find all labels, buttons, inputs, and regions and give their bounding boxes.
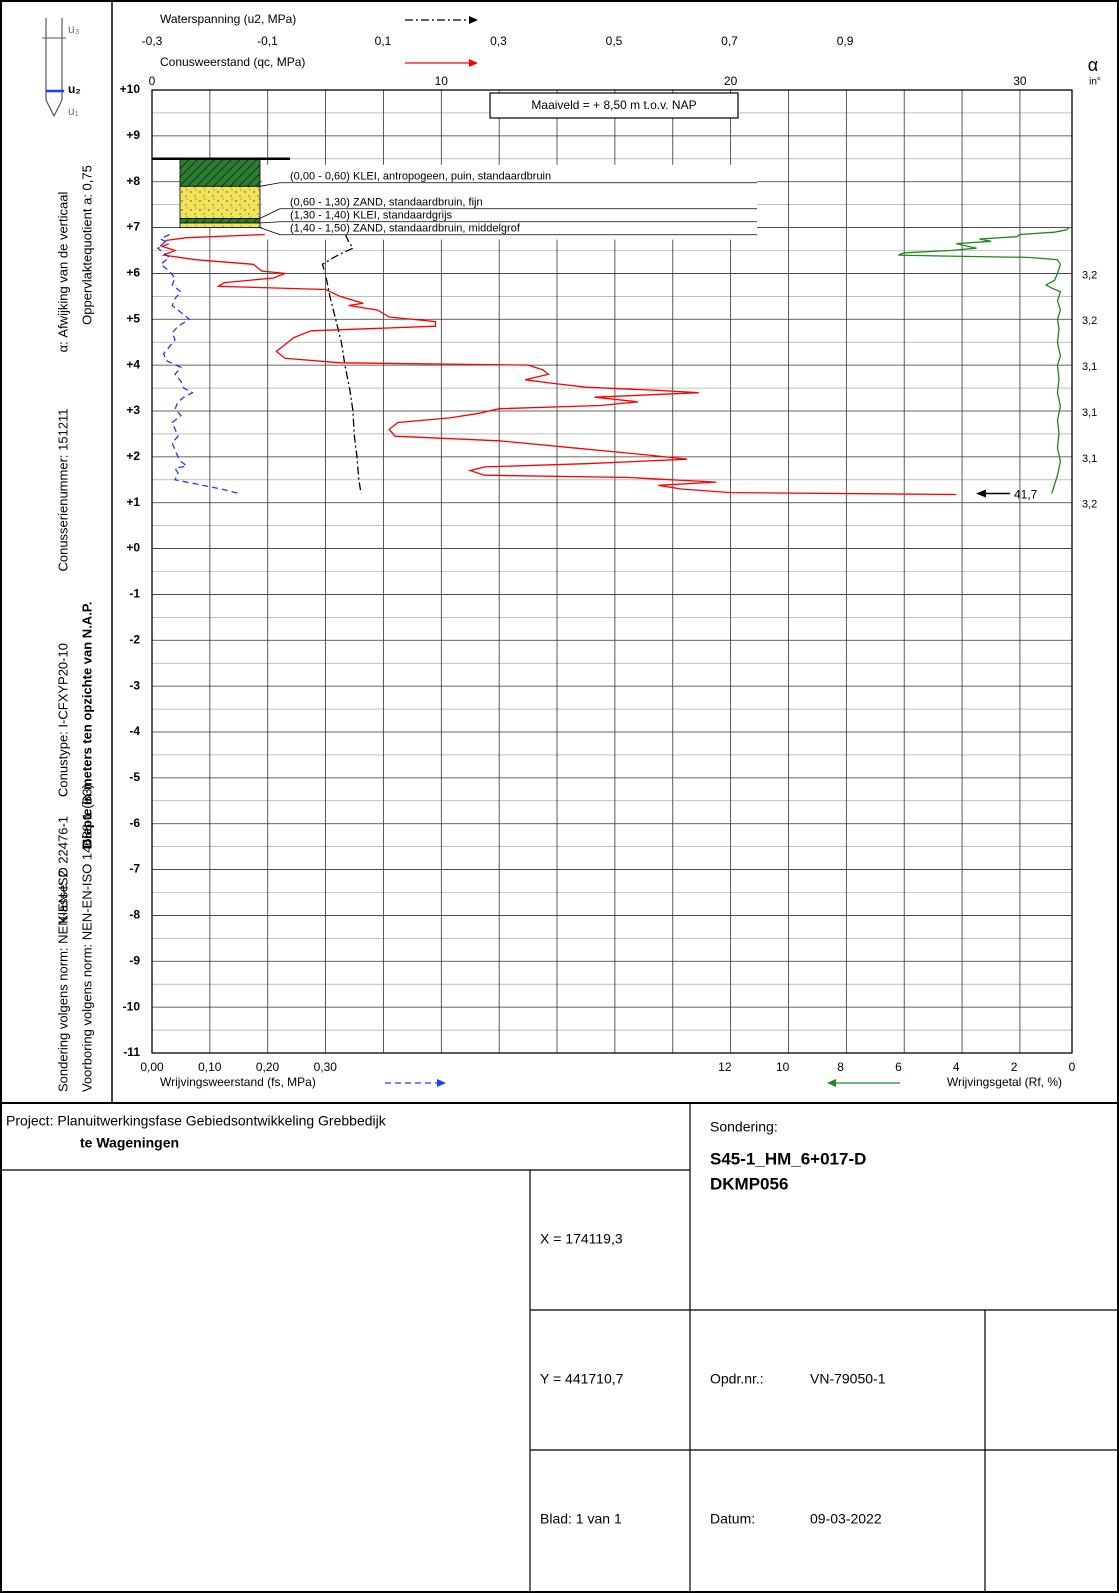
sondering-label: Sondering: (710, 1119, 778, 1135)
sheet: Blad: 1 van 1 (540, 1511, 622, 1527)
y-tick-label: -7 (129, 862, 140, 876)
side-note: Conusserienummer: 151211 (55, 408, 70, 571)
y-tick-label: +10 (120, 82, 141, 96)
y-tick-label: +2 (126, 449, 140, 463)
layer-label: (0,00 - 0,60) KLEI, antropogeen, puin, s… (290, 171, 551, 183)
y-tick-label: +7 (126, 220, 140, 234)
x-tick-label: 0,20 (256, 1060, 280, 1074)
x-axis-title: Waterspanning (u2, MPa) (160, 12, 296, 26)
cpt-sheet: u₃ u₂ u₁ Sondering volgens norm: NEN-EN-… (0, 0, 1119, 1593)
y-tick-label: +6 (126, 266, 140, 280)
layer-label: (1,40 - 1,50) ZAND, standaardbruin, midd… (290, 223, 521, 235)
ground-label: Maaiveld = + 8,50 m t.o.v. NAP (531, 98, 696, 112)
x-tick-label: 12 (718, 1060, 732, 1074)
opdr: VN-79050-1 (810, 1371, 886, 1387)
x-tick-label: 30 (1013, 74, 1027, 88)
x-tick-label: 0,30 (314, 1060, 338, 1074)
x-tick-label: 0,10 (198, 1060, 222, 1074)
sondering-id: S45-1_HM_6+017-D (710, 1149, 866, 1168)
peak-label: 41,7 (1014, 488, 1038, 502)
soil-layer (180, 223, 260, 228)
y-tick-label: +3 (126, 403, 140, 417)
alpha-label: 3,1 (1082, 453, 1097, 465)
x-tick-label: 0,00 (140, 1060, 164, 1074)
datum: 09-03-2022 (810, 1511, 882, 1527)
coord-x: X = 174119,3 (540, 1231, 623, 1247)
y-tick-label: -9 (129, 953, 140, 967)
y-tick-label: +0 (126, 541, 140, 555)
y-tick-label: -6 (129, 816, 140, 830)
legend-arrowhead (437, 1079, 446, 1087)
alpha-label: 3,2 (1082, 269, 1097, 281)
x-axis-title: Wrijvingsweerstand (fs, MPa) (160, 1075, 316, 1089)
plot: +10 +9 +8 +7 +6 +5 +4 +3 +2 +1 +0 -1 -2 -3 -4 -5 -6 -7 -8 -… (120, 12, 1101, 1089)
x-tick-label: 0,5 (606, 34, 623, 48)
alpha-label: 3,1 (1082, 407, 1097, 419)
y-tick-label: +9 (126, 128, 140, 142)
side-note: Klasse: 2 (55, 870, 70, 923)
alpha-label: 3,1 (1082, 361, 1097, 373)
legend-arrowhead (469, 59, 478, 67)
legend-arrowhead (469, 16, 478, 24)
y-tick-label: +5 (126, 311, 140, 325)
alpha-label: 3,2 (1082, 499, 1097, 511)
x-tick-label: 0,7 (721, 34, 738, 48)
side-note: Sondering volgens norm: NEN-EN-ISO 22476… (55, 816, 70, 1092)
x-tick-label: 4 (953, 1060, 960, 1074)
datum-label: Datum: (710, 1511, 755, 1527)
x-tick-label: 6 (895, 1060, 902, 1074)
x-tick-label: 2 (1011, 1060, 1018, 1074)
layer-label: (1,30 - 1,40) KLEI, standaardgrijs (290, 210, 453, 222)
x-tick-label: 0,9 (837, 34, 854, 48)
coord-y: Y = 441710,7 (540, 1371, 624, 1387)
layer-label: (0,60 - 1,30) ZAND, standaardbruin, fijn (290, 197, 483, 209)
y-tick-label: -10 (123, 999, 141, 1013)
cone-u1: u₁ (68, 104, 79, 118)
sondering-code: DKMP056 (710, 1174, 788, 1193)
x-tick-label: 0 (1069, 1060, 1076, 1074)
alpha-label: 3,2 (1082, 315, 1097, 327)
y-tick-label: +8 (126, 174, 140, 188)
x-axis-title: Wrijvingsgetal (Rf, %) (947, 1075, 1062, 1089)
y-tick-label: -11 (123, 1045, 140, 1059)
opdr-label: Opdr.nr.: (710, 1371, 764, 1387)
cone-u2: u₂ (68, 82, 81, 96)
y-tick-label: +4 (126, 357, 140, 371)
side-note: Conustype: I-CFXYP20-10 (55, 643, 70, 797)
x-axis-title: Conusweerstand (qc, MPa) (160, 55, 305, 69)
legend-arrowhead (827, 1079, 836, 1087)
y-tick-label: -8 (129, 908, 140, 922)
cone-u3: u₃ (68, 22, 80, 36)
y-tick-label: -3 (129, 678, 140, 692)
y-tick-label: -5 (129, 770, 140, 784)
y-tick-label: -2 (129, 632, 140, 646)
x-tick-label: 20 (724, 74, 738, 88)
x-tick-label: 8 (837, 1060, 844, 1074)
alpha-unit: in° (1089, 77, 1101, 88)
cone-icon (42, 18, 66, 116)
y-tick-label: -4 (129, 724, 140, 738)
soil-layer (180, 186, 260, 218)
y-axis-title: Diepte in meters ten opzichte van N.A.P. (79, 602, 94, 849)
x-tick-label: 10 (776, 1060, 790, 1074)
project: Project: Planuitwerkingsfase Gebiedsontw… (6, 1113, 387, 1129)
x-tick-label: -0,3 (142, 34, 163, 48)
y-tick-label: -1 (129, 587, 140, 601)
y-tick-label: +1 (126, 495, 140, 509)
soil-layer (180, 218, 260, 223)
alpha-symbol: α (1088, 55, 1098, 75)
x-tick-label: 0,1 (375, 34, 392, 48)
side-note: Oppervlaktequotient a: 0,75 (79, 165, 94, 325)
soil-layer (180, 159, 260, 187)
side-note: α: Afwijking van de verticaal (55, 192, 70, 353)
x-tick-label: -0,1 (257, 34, 278, 48)
x-tick-label: 0,3 (490, 34, 507, 48)
x-tick-label: 0 (149, 74, 156, 88)
x-tick-label: 10 (435, 74, 449, 88)
place: te Wageningen (80, 1135, 179, 1151)
